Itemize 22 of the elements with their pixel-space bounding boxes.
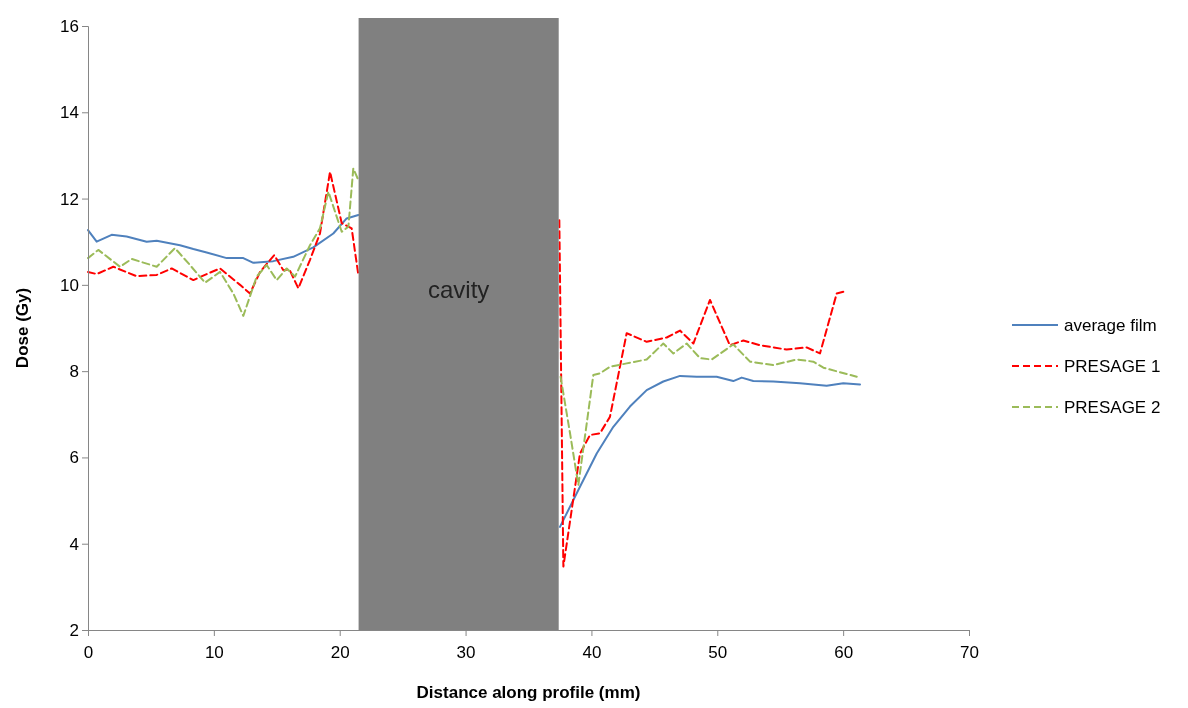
y-tick-label: 16	[60, 16, 79, 36]
y-axis-title: Dose (Gy)	[13, 287, 32, 369]
y-tick-label: 2	[69, 620, 79, 640]
y-tick-label: 4	[69, 534, 79, 554]
y-tick-label: 14	[60, 103, 79, 123]
x-tick-label: 40	[582, 642, 602, 662]
y-tick-label: 10	[60, 275, 79, 295]
x-tick-label: 10	[204, 642, 224, 662]
legend-label: PRESAGE 1	[1064, 357, 1161, 376]
x-tick-label: 0	[83, 642, 94, 662]
x-axis-title: Distance along profile (mm)	[416, 683, 641, 702]
x-tick-label: 30	[456, 642, 476, 662]
x-tick-label: 50	[708, 642, 728, 662]
band-label: cavity	[427, 275, 490, 303]
x-tick-label: 70	[960, 642, 979, 662]
y-tick-label: 8	[69, 362, 79, 382]
x-tick-label: 20	[330, 642, 350, 662]
y-tick-label: 6	[69, 448, 79, 468]
y-tick-label: 12	[60, 189, 79, 209]
legend-label: average film	[1064, 316, 1157, 335]
x-tick-label: 60	[834, 642, 854, 662]
legend-label: PRESAGE 2	[1064, 398, 1161, 417]
